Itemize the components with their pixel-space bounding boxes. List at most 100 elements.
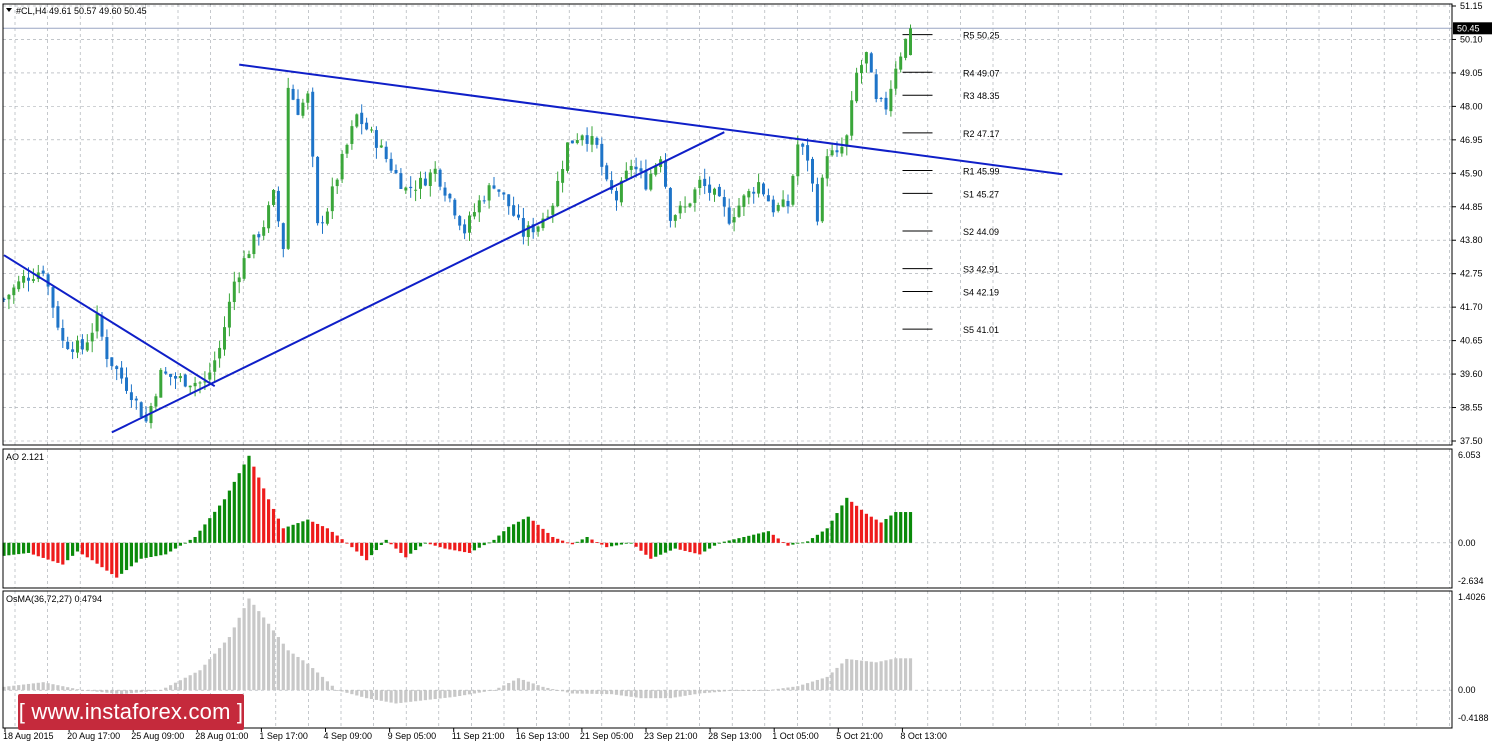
y-tick-label: 50.10 xyxy=(1460,34,1483,44)
y-tick-label: 49.05 xyxy=(1460,68,1483,78)
axis-labels: 51.15 50.10 49.05 48.00 46.95 45.90 44.85 43.80… xyxy=(3,1,1492,741)
ao-bar xyxy=(565,542,570,544)
osma-bar xyxy=(428,690,432,700)
candle-body xyxy=(556,180,560,207)
osma-bar xyxy=(365,690,369,699)
candle-body xyxy=(120,367,124,379)
candle-body xyxy=(708,184,712,193)
osma-bar xyxy=(771,689,775,691)
candle-body xyxy=(737,205,741,217)
candle-body xyxy=(448,193,452,199)
trendlines xyxy=(3,63,1063,434)
osma-bar xyxy=(267,623,271,691)
candle-body xyxy=(169,373,173,377)
ao-bar xyxy=(296,523,300,543)
ao-bar xyxy=(781,542,785,543)
candle-body xyxy=(296,98,300,115)
candle-body xyxy=(610,180,614,190)
ao-bar xyxy=(399,542,403,553)
ao-bar xyxy=(183,542,187,544)
ao-bar xyxy=(36,542,40,557)
osma-bar xyxy=(904,658,908,691)
ao-bar xyxy=(904,512,908,543)
ao-bar xyxy=(232,481,236,543)
candle-body xyxy=(125,377,128,391)
osma-bar xyxy=(448,690,452,698)
candle-body xyxy=(546,216,550,218)
candle-body xyxy=(786,200,790,207)
ao-bar xyxy=(708,542,712,549)
candle-body xyxy=(742,195,746,207)
osma-bar xyxy=(183,677,187,691)
candle-body xyxy=(551,205,555,215)
ao-bar xyxy=(619,542,623,545)
osma-bar xyxy=(75,689,80,691)
osma-bar xyxy=(242,608,246,691)
x-tick-label: 18 Aug 2015 xyxy=(3,731,54,741)
ao-bar xyxy=(825,528,829,543)
osma-bar xyxy=(262,617,266,691)
candle-body xyxy=(227,301,231,328)
osma-bar xyxy=(232,627,236,691)
ao-bar xyxy=(590,539,594,543)
ao-bar xyxy=(507,526,511,543)
ao-bar xyxy=(41,542,45,558)
osma-bar xyxy=(325,681,329,691)
ao-bar xyxy=(379,542,383,545)
candle-body xyxy=(845,135,849,147)
osma-bar xyxy=(869,661,873,691)
candle-body xyxy=(134,398,138,401)
ao-bar xyxy=(512,524,516,543)
candle-body xyxy=(904,38,908,58)
osma-bar xyxy=(482,690,486,692)
candle-body xyxy=(752,191,756,194)
candle-body xyxy=(27,277,30,281)
osma-bar xyxy=(80,690,84,691)
ao-bar xyxy=(575,541,579,543)
ao-bar xyxy=(472,542,476,551)
candle-body xyxy=(252,234,256,255)
candle-body xyxy=(698,179,702,188)
candle-body xyxy=(7,294,11,300)
candle-body xyxy=(51,287,55,308)
pivot-label-s1: S1 45.27 xyxy=(963,189,999,199)
osma-bar xyxy=(222,642,227,691)
dropdown-triangle-icon[interactable] xyxy=(6,8,12,12)
ao-bar xyxy=(889,515,893,543)
osma-bar xyxy=(458,690,462,696)
candle-body xyxy=(453,199,457,216)
osma-bar xyxy=(7,686,11,691)
pivot-levels: R5 50.25 R4 49.07 R3 48.35 R2 47.17 R1 45.99… xyxy=(902,31,1000,335)
candle-body xyxy=(570,140,574,144)
osma-bar xyxy=(218,648,222,691)
osma-bar xyxy=(159,690,163,691)
candle-body xyxy=(321,222,324,224)
candle-body xyxy=(159,369,163,398)
ao-bar xyxy=(7,542,11,556)
ao-bar xyxy=(673,542,677,549)
ao-bar xyxy=(840,505,844,543)
ao-bar xyxy=(737,538,741,543)
ao-bar xyxy=(90,542,94,561)
y-tick-label: 39.60 xyxy=(1460,369,1483,379)
candle-body xyxy=(747,191,751,198)
ao-bar xyxy=(384,539,388,543)
ao-bar xyxy=(492,539,496,543)
osma-bar xyxy=(51,684,55,691)
osma-bar xyxy=(884,660,888,691)
y-tick-label: 37.50 xyxy=(1460,436,1483,446)
candle-body xyxy=(477,200,481,213)
osma-bar xyxy=(874,662,878,691)
osma-bar xyxy=(227,637,231,691)
pivot-label-r5: R5 50.25 xyxy=(963,31,1000,41)
ao-bar xyxy=(830,520,834,543)
candle-body xyxy=(71,349,75,352)
candle-body xyxy=(840,146,844,154)
candle-body xyxy=(262,227,266,236)
osma-bar xyxy=(139,690,143,693)
ao-bar xyxy=(237,473,241,543)
candle-body xyxy=(281,223,285,250)
osma-bar xyxy=(668,690,672,699)
